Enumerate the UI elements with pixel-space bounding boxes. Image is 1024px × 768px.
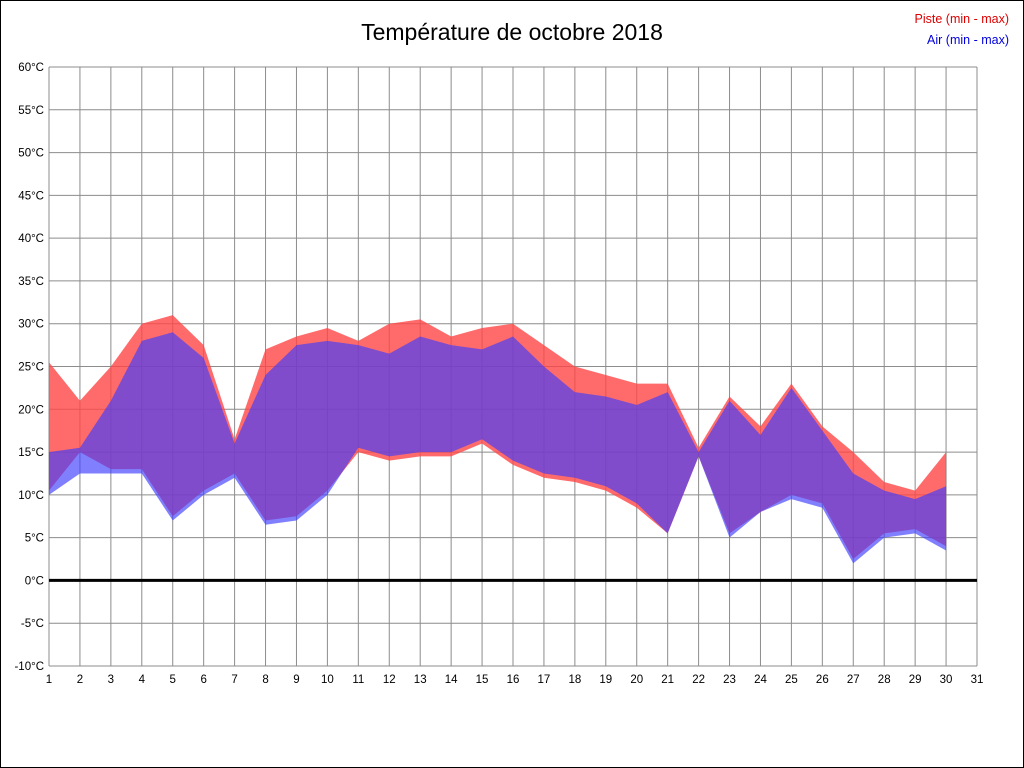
x-tick-label: 30 — [940, 674, 953, 686]
y-tick-label: 15°C — [18, 447, 44, 459]
x-tick-label: 31 — [971, 674, 984, 686]
x-tick-label: 2 — [77, 674, 83, 686]
x-tick-label: 1 — [46, 674, 52, 686]
y-tick-label: 30°C — [18, 319, 44, 331]
chart-legend: Piste (min - max) Air (min - max) — [915, 9, 1009, 52]
legend-item-piste: Piste (min - max) — [914, 12, 1009, 26]
x-tick-label: 29 — [909, 674, 922, 686]
x-tick-label: 21 — [661, 674, 674, 686]
y-tick-label: 35°C — [18, 276, 44, 288]
y-tick-label: 0°C — [25, 575, 44, 587]
x-tick-label: 20 — [630, 674, 643, 686]
x-tick-label: 4 — [139, 674, 146, 686]
y-tick-label: 50°C — [18, 148, 44, 160]
y-tick-label: -5°C — [21, 618, 44, 630]
legend-item-air: Air (min - max) — [927, 33, 1009, 48]
x-tick-label: 28 — [878, 674, 891, 686]
y-tick-label: 20°C — [18, 404, 44, 416]
x-tick-label: 11 — [352, 674, 364, 686]
x-tick-label: 6 — [200, 674, 206, 686]
y-tick-label: 45°C — [18, 190, 44, 202]
x-tick-label: 24 — [754, 674, 767, 686]
x-tick-label: 18 — [568, 674, 581, 686]
x-tick-label: 15 — [476, 674, 489, 686]
x-tick-label: 19 — [599, 674, 612, 686]
y-tick-label: 60°C — [18, 62, 44, 74]
y-tick-label: -10°C — [14, 661, 44, 673]
x-tick-label: 16 — [507, 674, 520, 686]
x-tick-label: 3 — [108, 674, 114, 686]
x-tick-label: 23 — [723, 674, 736, 686]
y-tick-label: 55°C — [18, 105, 44, 117]
y-tick-label: 25°C — [18, 362, 44, 374]
x-tick-label: 10 — [321, 674, 334, 686]
x-tick-label: 13 — [414, 674, 427, 686]
x-tick-label: 5 — [170, 674, 176, 686]
x-tick-label: 7 — [231, 674, 237, 686]
x-tick-label: 22 — [692, 674, 705, 686]
x-tick-label: 26 — [816, 674, 829, 686]
x-tick-label: 14 — [445, 674, 458, 686]
x-tick-label: 8 — [262, 674, 268, 686]
y-tick-label: 40°C — [18, 233, 44, 245]
x-tick-label: 12 — [383, 674, 396, 686]
y-tick-label: 10°C — [18, 490, 44, 502]
y-tick-label: 5°C — [25, 533, 44, 545]
x-tick-label: 17 — [538, 674, 551, 686]
x-tick-label: 27 — [847, 674, 860, 686]
chart-title: Température de octobre 2018 — [361, 19, 663, 45]
x-tick-label: 25 — [785, 674, 798, 686]
x-tick-label: 9 — [293, 674, 299, 686]
